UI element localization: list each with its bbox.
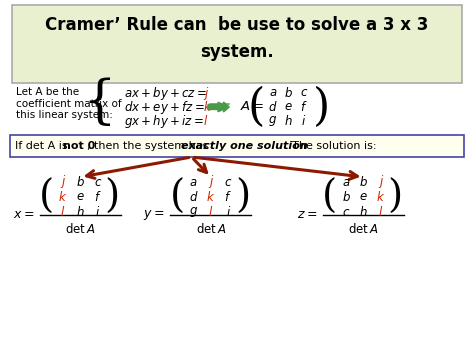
Bar <box>10 135 464 157</box>
Text: $\mathrm{det}\,A$: $\mathrm{det}\,A$ <box>65 222 96 236</box>
Text: $b$: $b$ <box>284 86 292 100</box>
Text: $l$: $l$ <box>378 205 383 219</box>
Text: $i$: $i$ <box>301 114 306 128</box>
Text: (: ( <box>322 179 337 215</box>
Text: (: ( <box>39 179 55 215</box>
Text: $j$: $j$ <box>60 174 66 191</box>
Text: $j$: $j$ <box>378 174 384 191</box>
Text: $d$: $d$ <box>189 190 198 204</box>
Text: $c$: $c$ <box>94 175 102 189</box>
FancyArrow shape <box>208 102 229 112</box>
Text: $d$: $d$ <box>268 100 277 114</box>
Text: $A=$: $A=$ <box>240 100 264 114</box>
Text: $e$: $e$ <box>76 191 85 203</box>
Text: $f$: $f$ <box>225 190 232 204</box>
Text: $g$: $g$ <box>268 114 277 128</box>
Text: $g$: $g$ <box>189 205 198 219</box>
Text: {: { <box>82 77 116 129</box>
Text: $h$: $h$ <box>76 205 85 219</box>
Text: (: ( <box>247 86 265 129</box>
Text: $\mathrm{det}\,A$: $\mathrm{det}\,A$ <box>348 222 379 236</box>
Text: $ax+by+cz=$: $ax+by+cz=$ <box>124 84 207 102</box>
Text: $b$: $b$ <box>76 175 85 189</box>
Text: (: ( <box>170 179 185 215</box>
Text: $k$: $k$ <box>203 100 212 114</box>
Text: $x=$: $x=$ <box>13 208 34 222</box>
Text: $c$: $c$ <box>342 206 350 218</box>
Text: $c$: $c$ <box>300 87 308 99</box>
Text: $k$: $k$ <box>58 190 68 204</box>
Text: $a$: $a$ <box>189 175 198 189</box>
Text: Cramer’ Rule can  be use to solve a 3 x 3: Cramer’ Rule can be use to solve a 3 x 3 <box>46 16 428 34</box>
Text: $b$: $b$ <box>342 190 351 204</box>
Text: $a$: $a$ <box>269 87 277 99</box>
Text: $dx+ey+fz=$: $dx+ey+fz=$ <box>124 98 205 115</box>
Text: If det A is: If det A is <box>15 141 71 151</box>
Text: , then the system has: , then the system has <box>87 141 212 151</box>
Text: Let A be the
coefficient matrix of
this linear system:: Let A be the coefficient matrix of this … <box>16 87 121 120</box>
Text: . The solution is:: . The solution is: <box>285 141 377 151</box>
Text: not 0: not 0 <box>63 141 95 151</box>
Text: $l$: $l$ <box>203 114 209 128</box>
Text: ): ) <box>388 179 403 215</box>
Text: $f$: $f$ <box>94 190 102 204</box>
Text: $i$: $i$ <box>95 205 100 219</box>
Text: ): ) <box>105 179 120 215</box>
Text: $h$: $h$ <box>359 205 368 219</box>
Text: $h$: $h$ <box>284 114 292 128</box>
Text: $l$: $l$ <box>208 205 213 219</box>
Text: ): ) <box>235 179 250 215</box>
Text: $e$: $e$ <box>284 100 292 114</box>
Text: $z=$: $z=$ <box>297 208 317 222</box>
Text: $l$: $l$ <box>61 205 66 219</box>
Text: $a$: $a$ <box>342 175 350 189</box>
Text: exactly one solution: exactly one solution <box>181 141 308 151</box>
Text: $j$: $j$ <box>208 174 214 191</box>
Text: $k$: $k$ <box>206 190 216 204</box>
Text: $e$: $e$ <box>359 191 368 203</box>
Text: $y=$: $y=$ <box>143 208 164 222</box>
Text: $b$: $b$ <box>359 175 368 189</box>
Text: $\mathrm{det}\,A$: $\mathrm{det}\,A$ <box>196 222 226 236</box>
Text: system.: system. <box>200 43 274 61</box>
Text: $f$: $f$ <box>300 100 308 114</box>
Text: $gx+hy+iz=$: $gx+hy+iz=$ <box>124 113 204 130</box>
Bar <box>12 5 462 83</box>
Text: $c$: $c$ <box>224 175 232 189</box>
Text: $k$: $k$ <box>376 190 385 204</box>
Text: $i$: $i$ <box>226 205 231 219</box>
Text: $j$: $j$ <box>203 84 210 102</box>
Text: ): ) <box>313 86 330 129</box>
